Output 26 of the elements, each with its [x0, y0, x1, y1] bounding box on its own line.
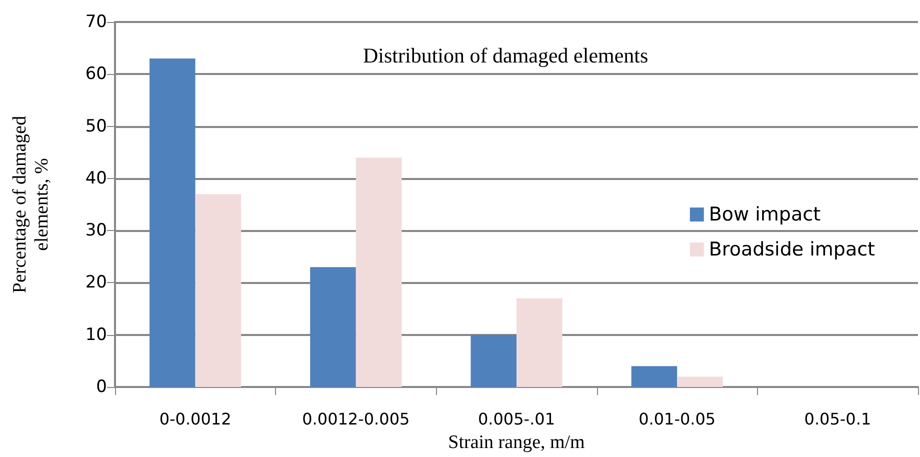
bar	[516, 298, 562, 387]
x-axis-title: Strain range, m/m	[448, 432, 586, 453]
y-tick-label: 0	[96, 377, 107, 397]
bar	[195, 194, 242, 387]
x-tick-label: 0.01-0.05	[638, 410, 716, 428]
y-tick-label: 30	[85, 220, 107, 241]
legend-label: Broadside impact	[708, 238, 876, 260]
bar	[631, 366, 678, 387]
y-tick-label: 70	[85, 12, 107, 32]
y-tick-label: 50	[85, 116, 107, 136]
x-tick-label: 0.0012-0.005	[302, 410, 410, 428]
x-tick-label: 0.05-0.1	[804, 410, 872, 428]
bar	[150, 58, 196, 387]
y-tick-label: 60	[85, 64, 107, 84]
y-tick-label: 40	[85, 168, 107, 188]
bar	[310, 267, 356, 387]
y-tick-label: 20	[85, 272, 107, 293]
x-tick-label: 0-0.0012	[159, 410, 232, 428]
y-tick-label: 10	[85, 324, 107, 345]
text: Distribution of damaged elements	[363, 44, 648, 68]
x-tick-label: 0.005-.01	[478, 410, 556, 428]
bar	[356, 158, 402, 387]
bar	[470, 334, 516, 387]
y-axis-title: Percentage of damaged elements, %	[10, 115, 52, 294]
bar	[677, 376, 723, 387]
legend-label: Bow impact	[708, 204, 821, 226]
